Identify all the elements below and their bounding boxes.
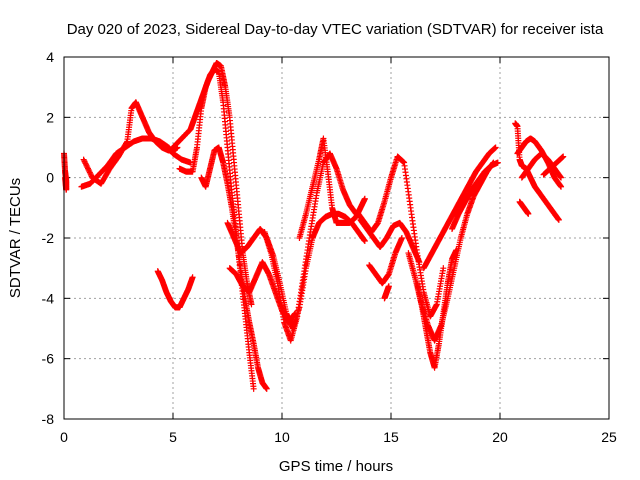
- data-point: [492, 144, 499, 151]
- plot-frame: [63, 56, 610, 420]
- data-series: [366, 235, 405, 287]
- data-point: [248, 301, 255, 308]
- data-series: [154, 268, 196, 311]
- data-point: [558, 183, 565, 190]
- data-point: [62, 174, 69, 181]
- y-tick-label: 0: [46, 170, 54, 186]
- data-point: [123, 139, 130, 146]
- y-tick-label: -6: [42, 351, 55, 367]
- data-point: [558, 174, 565, 181]
- data-point: [453, 247, 460, 254]
- data-point: [555, 216, 562, 223]
- data-point: [398, 235, 405, 241]
- y-tick-label: -8: [42, 411, 55, 427]
- data-point: [263, 385, 270, 392]
- data-series: [357, 216, 423, 266]
- x-tick-label: 5: [169, 429, 177, 445]
- data-point: [525, 210, 532, 217]
- data-point: [250, 385, 257, 392]
- data-series: [540, 153, 567, 178]
- x-tick-label: 25: [601, 429, 617, 445]
- data-points: [61, 60, 567, 392]
- data-series: [449, 159, 501, 232]
- data-series: [381, 283, 392, 302]
- data-series: [516, 198, 532, 217]
- data-point: [494, 159, 501, 166]
- y-tick-label: -4: [42, 290, 55, 306]
- axis-ticks: 0 5 10 15 20 25 -8 -6 -4 -2 0 2 4: [42, 49, 617, 445]
- x-tick-label: 20: [492, 429, 508, 445]
- data-point: [361, 195, 368, 202]
- y-axis-label: SDTVAR / TECUs: [7, 178, 24, 298]
- data-series: [176, 66, 257, 392]
- data-point: [361, 238, 368, 245]
- data-point: [416, 259, 423, 266]
- data-series: [414, 247, 460, 371]
- data-series: [405, 159, 497, 344]
- data-point: [189, 274, 196, 281]
- x-axis-label: GPS time / hours: [279, 458, 393, 475]
- data-point: [560, 153, 567, 160]
- data-series: [355, 153, 447, 320]
- chart-title: Day 020 of 2023, Sidereal Day-to-day VTE…: [67, 21, 604, 38]
- data-point: [440, 265, 447, 272]
- x-tick-label: 10: [274, 429, 290, 445]
- y-tick-label: 2: [46, 109, 54, 125]
- data-series: [514, 135, 565, 190]
- grid-lines: [64, 57, 609, 419]
- data-series: [512, 120, 562, 223]
- data-series: [170, 60, 255, 308]
- y-tick-label: -2: [42, 230, 55, 246]
- data-series: [420, 144, 499, 272]
- x-tick-label: 15: [383, 429, 399, 445]
- data-series: [296, 135, 368, 241]
- y-tick-label: 4: [46, 49, 54, 65]
- x-tick-label: 0: [60, 429, 68, 445]
- data-series: [261, 150, 360, 344]
- data-series: [226, 259, 299, 326]
- data-point: [385, 283, 392, 290]
- data-series: [61, 150, 70, 193]
- data-series: [80, 99, 181, 187]
